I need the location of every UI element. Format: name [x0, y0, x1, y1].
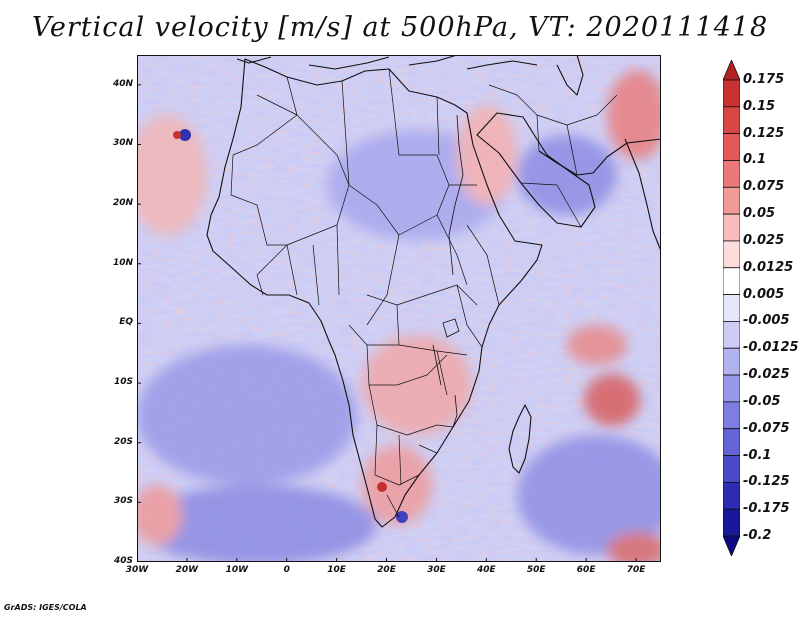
rising-area-red-sea: [457, 105, 517, 205]
colorbar-band: [723, 240, 740, 269]
map-panel: [137, 55, 661, 562]
map-frame: [137, 55, 661, 562]
rising-area-iran: [607, 70, 661, 160]
lon-label: 20E: [377, 565, 396, 575]
colorbar-band: [723, 455, 740, 483]
colorbar-label: 0.025: [743, 232, 785, 248]
colorbar-band: [723, 347, 740, 376]
strong-rising-spot-south: [377, 482, 387, 492]
nile-river: [448, 114, 464, 276]
rising-area-southern-africa: [362, 445, 432, 525]
caspian-coastline: [556, 55, 584, 96]
footer-credit: GrADS: IGES/COLA: [4, 603, 87, 612]
lon-label: 60E: [576, 565, 596, 575]
country-borders-north: [232, 68, 477, 276]
colorbar-band: [723, 133, 740, 161]
colorbar-band: [723, 79, 740, 108]
colorbar-band: [723, 321, 740, 349]
colorbar-label: -0.005: [743, 313, 790, 329]
sinking-area-south-atlantic: [137, 485, 377, 562]
lat-label: 30N: [112, 138, 133, 149]
colorbar-label: -0.125: [743, 474, 790, 490]
colorbar-band: [723, 213, 740, 242]
map-canvas: [137, 55, 661, 562]
country-borders-middle-east: [488, 84, 618, 228]
lon-label: 10E: [327, 565, 346, 575]
colorbar-band: [723, 267, 740, 295]
colorbar-label: -0.075: [743, 420, 790, 436]
colorbar-top-arrow: [723, 60, 740, 81]
strong-rising-spot: [173, 131, 181, 139]
rising-area-madagascar-east: [584, 374, 640, 426]
chart-title: Vertical velocity [m/s] at 500hPa, VT: 2…: [31, 12, 769, 43]
colorbar-band: [723, 106, 740, 135]
strong-sinking-spot-south: [396, 511, 408, 523]
lake-tanganyika: [432, 344, 442, 386]
sinking-area-indian-ocean: [517, 435, 661, 555]
colorbar-label: 0.125: [743, 125, 785, 141]
colorbar-bottom-arrow: [723, 535, 740, 556]
colorbar-label: -0.05: [743, 393, 781, 409]
lon-label: 10W: [225, 565, 249, 575]
country-borders-south: [368, 384, 454, 518]
rising-area-southwest: [137, 485, 182, 545]
madagascar-coastline: [508, 404, 532, 474]
country-borders-west: [230, 154, 400, 326]
lat-label: 10N: [112, 257, 133, 268]
colorbar-band: [723, 160, 740, 188]
colorbar-label: 0.175: [743, 72, 785, 87]
colorbar-label: 0.05: [743, 206, 776, 222]
colorbar-label: 0.005: [743, 286, 785, 302]
india-coastline: [624, 138, 661, 252]
rising-area-east-indian-ocean: [567, 325, 627, 365]
colorbar-label: -0.2: [743, 528, 772, 543]
colorbar-band: [723, 186, 740, 215]
country-borders-central: [348, 284, 478, 396]
colorbar-band: [723, 374, 740, 403]
strong-sinking-spot: [179, 129, 191, 141]
lon-label: 40E: [476, 565, 496, 575]
rising-area-central-africa: [362, 335, 472, 435]
lat-label: 40N: [112, 78, 133, 89]
colorbar-label: -0.025: [743, 367, 790, 383]
colorbar-label: 0.0125: [743, 259, 794, 275]
lat-label: EQ: [119, 317, 133, 328]
colorbar-label: -0.0125: [743, 340, 799, 356]
sinking-area-atlantic: [137, 345, 357, 485]
colorbar: [723, 60, 740, 556]
colorbar-band: [723, 508, 740, 537]
lat-label: 10S: [113, 377, 133, 388]
lat-label: 40S: [113, 556, 133, 566]
lon-label: 30W: [125, 565, 149, 575]
lon-label: 70E: [626, 565, 646, 575]
lake-victoria: [442, 318, 460, 338]
colorbar-label: 0.1: [743, 152, 767, 168]
country-borders-east: [436, 214, 500, 348]
colorbar-label: 0.075: [743, 179, 785, 195]
europe-coastline: [236, 55, 538, 70]
lon-label: 20W: [175, 565, 199, 575]
lat-label: 20S: [113, 436, 133, 447]
colorbar-label: 0.15: [743, 98, 776, 114]
lake-malawi: [452, 394, 458, 428]
colorbar-label: -0.1: [743, 447, 772, 463]
colorbar-band: [723, 294, 740, 322]
lon-label: 50E: [526, 565, 546, 575]
arabia-coastline: [476, 112, 596, 228]
rising-area-southeast: [607, 532, 661, 562]
lon-label: 30E: [427, 565, 446, 575]
lat-label: 20N: [112, 198, 133, 209]
colorbar-band: [723, 428, 740, 456]
colorbar-band: [723, 481, 740, 510]
lat-label: 30S: [113, 496, 133, 507]
colorbar-band: [723, 401, 740, 430]
rising-area-northwest: [137, 115, 207, 235]
colorbar-label: -0.175: [743, 501, 790, 517]
lon-label: 0: [283, 565, 290, 575]
